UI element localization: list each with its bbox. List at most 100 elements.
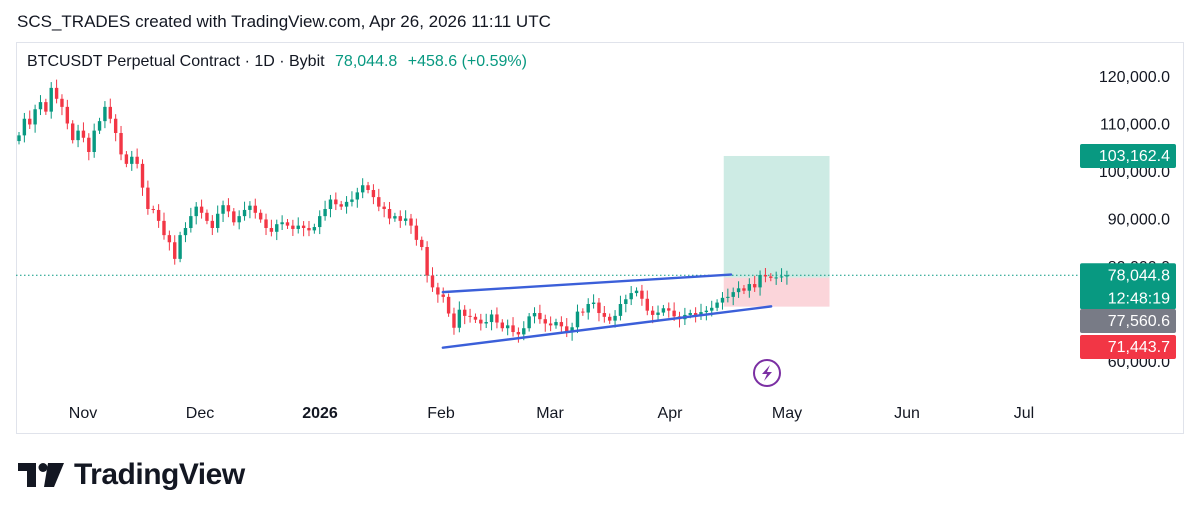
candle[interactable] <box>194 202 198 225</box>
candle[interactable] <box>221 200 225 223</box>
candle[interactable] <box>280 215 284 230</box>
candle[interactable] <box>575 304 580 334</box>
candle[interactable] <box>597 298 601 322</box>
candle[interactable] <box>752 275 757 292</box>
candle[interactable] <box>479 313 483 331</box>
candle[interactable] <box>140 159 145 196</box>
candle[interactable] <box>371 184 376 205</box>
candle[interactable] <box>602 305 607 323</box>
candle[interactable] <box>28 110 32 130</box>
candle[interactable] <box>264 213 268 236</box>
candle[interactable] <box>49 82 53 119</box>
candle[interactable] <box>581 308 585 316</box>
candle[interactable] <box>656 305 660 321</box>
candle[interactable] <box>301 221 306 237</box>
candle[interactable] <box>591 294 596 309</box>
candle[interactable] <box>248 201 252 219</box>
candle[interactable] <box>538 304 542 324</box>
candle[interactable] <box>446 293 451 317</box>
price-label-last[interactable] <box>1080 263 1176 310</box>
candle[interactable] <box>291 219 295 236</box>
candle[interactable] <box>232 208 236 226</box>
candle[interactable] <box>318 210 322 235</box>
candle[interactable] <box>312 223 317 234</box>
candle[interactable] <box>785 270 789 285</box>
candle[interactable] <box>334 192 338 211</box>
candle[interactable] <box>500 319 504 332</box>
candle[interactable] <box>285 218 290 229</box>
candle[interactable] <box>210 215 215 236</box>
candle[interactable] <box>779 268 784 283</box>
candle[interactable] <box>350 191 354 207</box>
candle[interactable] <box>758 270 762 296</box>
candle[interactable] <box>414 218 419 246</box>
candle[interactable] <box>76 124 80 148</box>
candle[interactable] <box>237 210 241 230</box>
candle[interactable] <box>323 200 327 221</box>
candle[interactable] <box>565 318 569 338</box>
candle[interactable] <box>441 287 445 303</box>
candle[interactable] <box>559 316 564 334</box>
candle[interactable] <box>258 209 263 223</box>
price-label-target[interactable] <box>1080 143 1176 168</box>
price-label-entry[interactable] <box>1080 309 1176 333</box>
candle[interactable] <box>130 150 134 171</box>
candle[interactable] <box>393 212 397 222</box>
candle[interactable] <box>108 98 112 124</box>
symbol-title[interactable]: BTCUSDT Perpetual Contract · 1D · Bybit <box>27 53 325 70</box>
candle[interactable] <box>774 271 778 285</box>
candle[interactable] <box>629 286 633 306</box>
candle[interactable] <box>97 117 102 134</box>
candle[interactable] <box>516 327 521 343</box>
candle[interactable] <box>473 313 478 324</box>
candle[interactable] <box>33 104 37 133</box>
candle[interactable] <box>124 151 129 168</box>
candle[interactable] <box>22 112 27 143</box>
trendline-upper[interactable] <box>441 273 733 294</box>
candle[interactable] <box>769 273 773 282</box>
tradingview-brand[interactable]: TradingView <box>18 458 245 492</box>
candle[interactable] <box>505 319 510 336</box>
candle[interactable] <box>726 288 730 303</box>
candle[interactable] <box>661 304 666 316</box>
trendline-lower[interactable] <box>441 305 773 349</box>
candle[interactable] <box>65 99 70 130</box>
candle[interactable] <box>360 178 365 199</box>
candle[interactable] <box>167 230 172 251</box>
candle[interactable] <box>543 314 547 332</box>
candle[interactable] <box>275 219 279 241</box>
candle[interactable] <box>704 306 709 321</box>
candle[interactable] <box>377 188 381 212</box>
candle[interactable] <box>634 287 639 297</box>
candle[interactable] <box>366 181 370 194</box>
candle[interactable] <box>618 295 623 321</box>
candle[interactable] <box>720 292 725 310</box>
candle[interactable] <box>113 114 118 142</box>
candle[interactable] <box>403 210 408 226</box>
candle[interactable] <box>339 200 343 210</box>
candle[interactable] <box>554 318 558 329</box>
candle[interactable] <box>215 205 220 233</box>
candle[interactable] <box>44 98 48 115</box>
candle[interactable] <box>328 194 333 218</box>
candle[interactable] <box>463 305 467 325</box>
candle[interactable] <box>387 201 392 225</box>
candle[interactable] <box>162 212 166 240</box>
candle[interactable] <box>715 299 719 312</box>
candle[interactable] <box>731 287 735 306</box>
candle[interactable] <box>54 79 59 104</box>
candle[interactable] <box>742 285 746 295</box>
candle[interactable] <box>586 298 590 320</box>
candle[interactable] <box>269 219 274 237</box>
candle[interactable] <box>92 123 96 158</box>
candle[interactable] <box>736 281 741 298</box>
candle[interactable] <box>226 198 231 218</box>
candle[interactable] <box>17 132 21 145</box>
candle[interactable] <box>747 278 752 298</box>
candle[interactable] <box>103 101 107 129</box>
candle[interactable] <box>307 220 311 237</box>
candle[interactable] <box>409 213 413 234</box>
candle[interactable] <box>189 207 193 233</box>
candle[interactable] <box>38 95 43 116</box>
